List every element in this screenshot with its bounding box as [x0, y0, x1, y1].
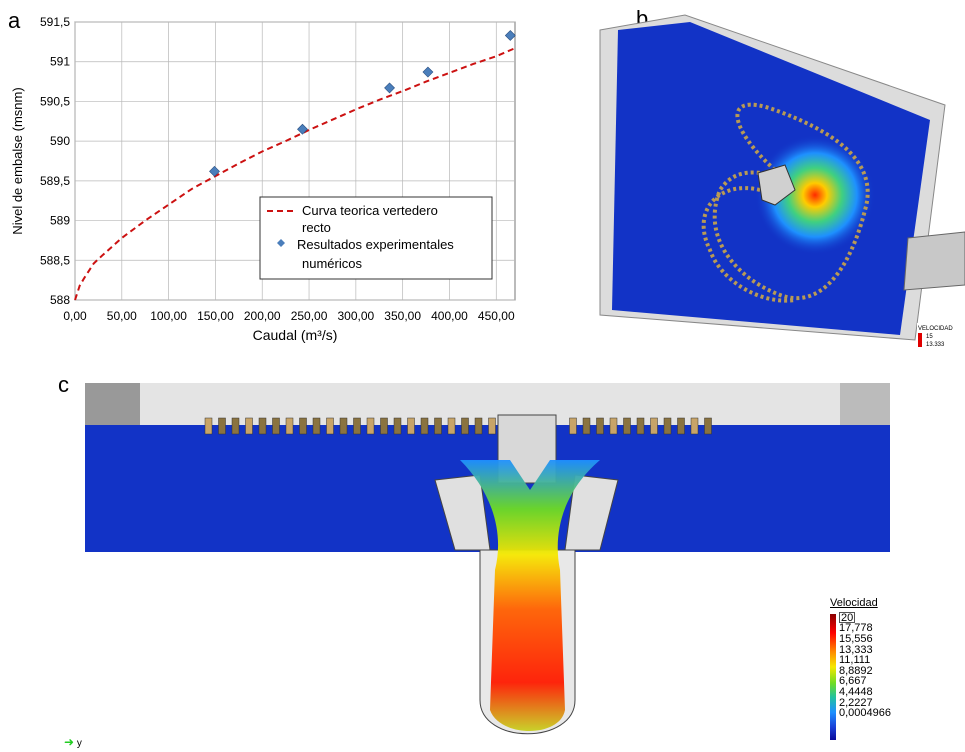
y-tick-label: 588	[50, 293, 70, 307]
crest-tooth	[462, 418, 469, 434]
axis-arrow-icon: ➜	[64, 735, 74, 749]
crest-tooth	[246, 418, 253, 434]
crest-tooth	[286, 418, 293, 434]
outlet-tunnel	[904, 232, 965, 290]
crest-tooth	[205, 418, 212, 434]
crest-tooth	[489, 418, 496, 434]
x-tick-label: 250,00	[291, 309, 328, 323]
legend-c-label: 20	[839, 612, 855, 623]
crest-tooth	[354, 418, 361, 434]
legend-c-label: 4,4448	[839, 687, 891, 698]
y-tick-label: 589,5	[40, 174, 70, 188]
y-tick-labels: 588 588,5 589 589,5 590 590,5 591 591,5	[40, 15, 70, 307]
x-tick-label: 0,00	[63, 309, 87, 323]
y-axis-label: Nivel de embalse (msnm)	[10, 87, 25, 234]
legend-entry-curve: Curva teorica vertedero	[302, 203, 438, 218]
left-wall	[85, 383, 140, 426]
legend-c-label: 15,556	[839, 634, 891, 645]
crest-tooth	[610, 418, 617, 434]
x-axis-label: Caudal (m³/s)	[253, 327, 338, 343]
crest-tooth	[624, 418, 631, 434]
y-tick-label: 591	[50, 55, 70, 69]
y-tick-label: 588,5	[40, 253, 70, 267]
legend-b-value-2: 13.333	[926, 342, 945, 348]
legend-c-title: Velocidad	[830, 598, 878, 608]
legend-b-bar	[918, 333, 922, 347]
right-wall	[840, 383, 890, 426]
crest-tooth	[637, 418, 644, 434]
crest-tooth	[597, 418, 604, 434]
crest-tooth	[664, 418, 671, 434]
legend-entry-results-cont: numéricos	[302, 256, 362, 271]
y-tick-label: 590	[50, 134, 70, 148]
y-tick-label: 590,5	[40, 94, 70, 108]
crest-tooth	[651, 418, 658, 434]
crest-tooth	[259, 418, 266, 434]
x-tick-label: 100,00	[150, 309, 187, 323]
legend-c-label: 0,0004966	[839, 708, 891, 719]
legend-c: Velocidad 20 17,778 15,556 13,333 11,111 8,88…	[830, 598, 878, 609]
legend: Curva teorica vertedero recto Resultados…	[260, 197, 492, 279]
crest-tooth	[273, 418, 280, 434]
legend-b-value-1: 15	[926, 334, 933, 340]
crest-tooth	[300, 418, 307, 434]
chart-a: 0,00 50,00 100,00 150,00 200,00 250,00 300,00 3…	[0, 0, 560, 360]
crest-tooth	[570, 418, 577, 434]
crest-tooth	[408, 418, 415, 434]
axis-y-label: y	[77, 738, 82, 749]
crest-tooth	[705, 418, 712, 434]
crest-tooth	[448, 418, 455, 434]
crest-tooth	[678, 418, 685, 434]
x-tick-label: 450,00	[478, 309, 515, 323]
crest-tooth	[313, 418, 320, 434]
legend-c-colorbar	[830, 614, 836, 740]
crest-tooth	[475, 418, 482, 434]
x-tick-label: 400,00	[431, 309, 468, 323]
crest-tooth	[583, 418, 590, 434]
x-tick-label: 150,00	[197, 309, 234, 323]
legend-c-labels: 20 17,778 15,556 13,333 11,111 8,8892 6,667 4,4…	[839, 612, 891, 719]
y-tick-label: 591,5	[40, 15, 70, 29]
axis-indicator: ➜ y	[64, 735, 82, 749]
crest-tooth	[691, 418, 698, 434]
crest-tooth	[435, 418, 442, 434]
crest-tooth	[327, 418, 334, 434]
crest-tooth	[421, 418, 428, 434]
x-tick-labels: 0,00 50,00 100,00 150,00 200,00 250,00 300,00 3…	[63, 309, 515, 323]
x-tick-label: 200,00	[244, 309, 281, 323]
crest-tooth	[219, 418, 226, 434]
legend-b-title: VELOCIDAD	[918, 326, 953, 332]
crest-tooth	[340, 418, 347, 434]
legend-entry-results: Resultados experimentales	[297, 237, 454, 252]
legend-entry-curve-cont: recto	[302, 220, 331, 235]
x-tick-label: 50,00	[107, 309, 137, 323]
crest-tooth	[367, 418, 374, 434]
y-tick-label: 589	[50, 214, 70, 228]
crest-tooth	[381, 418, 388, 434]
crest-tooth	[394, 418, 401, 434]
render-b-top-view: VELOCIDAD 15 13.333	[580, 10, 965, 350]
crest-tooth	[232, 418, 239, 434]
render-c-section-view	[60, 370, 910, 750]
x-tick-label: 350,00	[384, 309, 421, 323]
x-tick-label: 300,00	[337, 309, 374, 323]
